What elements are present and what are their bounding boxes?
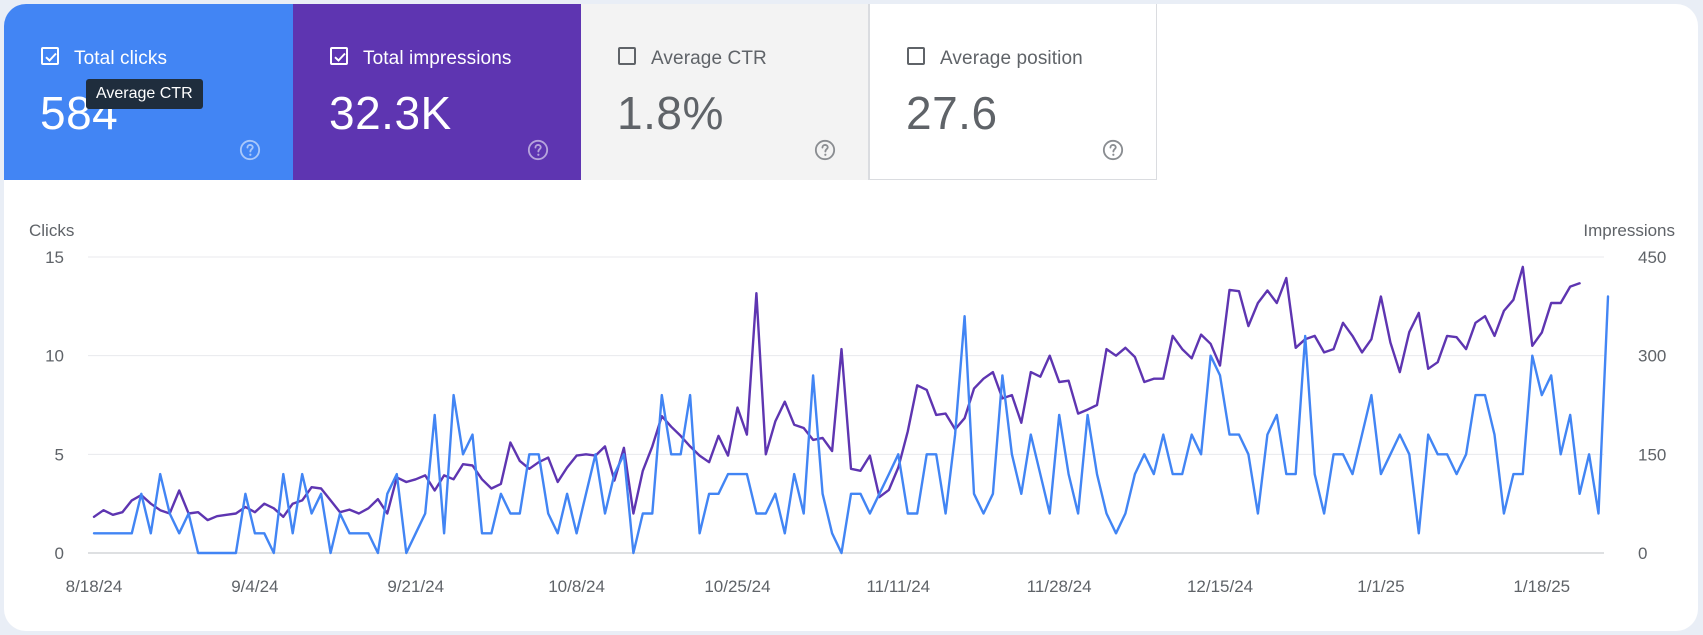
total-impressions-value: 32.3K — [329, 87, 452, 139]
total-impressions-label: Total impressions — [363, 48, 512, 69]
help-icon[interactable] — [239, 139, 261, 161]
chart-series — [92, 265, 1610, 555]
check-icon — [45, 52, 57, 62]
impressions-series-line — [92, 265, 1581, 522]
average-ctr-label: Average CTR — [651, 48, 767, 69]
y-left-tick-label: 15 — [45, 248, 64, 267]
y-axis-left-title: Clicks — [29, 221, 74, 240]
x-tick-label: 9/4/24 — [231, 577, 278, 596]
average-ctr-card[interactable]: Average CTR 1.8% — [581, 4, 869, 180]
average-position-card[interactable]: Average position 27.6 — [869, 4, 1157, 180]
clicks-series-line — [92, 295, 1610, 555]
y-left-tick-label: 5 — [55, 445, 64, 464]
y-right-tick-label: 300 — [1638, 347, 1666, 366]
y-right-tick-label: 450 — [1638, 248, 1666, 267]
average-position-label: Average position — [940, 48, 1083, 69]
x-tick-label: 10/8/24 — [548, 577, 605, 596]
x-tick-label: 11/28/24 — [1027, 577, 1092, 596]
y-axis-right-ticks: 450 300 150 0 — [1638, 248, 1666, 563]
y-left-tick-label: 10 — [45, 347, 64, 366]
help-icon[interactable] — [1102, 139, 1124, 161]
average-position-value: 27.6 — [906, 87, 998, 139]
help-icon[interactable] — [814, 139, 836, 161]
y-right-tick-label: 150 — [1638, 445, 1666, 464]
check-icon — [334, 52, 346, 62]
tooltip: Average CTR — [86, 79, 203, 109]
performance-panel: Total clicks 584 Average CTR Total impre… — [4, 4, 1698, 631]
average-ctr-value: 1.8% — [617, 87, 724, 139]
average-position-checkbox[interactable] — [907, 47, 925, 65]
x-tick-label: 10/25/24 — [704, 577, 770, 596]
total-clicks-card[interactable]: Total clicks 584 Average CTR — [4, 4, 293, 180]
y-left-tick-label: 0 — [55, 544, 64, 563]
y-axis-right-title: Impressions — [1583, 221, 1675, 240]
help-icon[interactable] — [527, 139, 549, 161]
y-axis-left-ticks: 15 10 5 0 — [45, 248, 64, 563]
average-ctr-checkbox[interactable] — [618, 47, 636, 65]
x-tick-label: 12/15/24 — [1187, 577, 1253, 596]
metric-cards: Total clicks 584 Average CTR Total impre… — [4, 4, 1157, 180]
chart-grid — [88, 256, 1604, 554]
x-axis-ticks: 8/18/24 9/4/24 9/21/24 10/8/24 10/25/24 11/11… — [66, 577, 1570, 596]
x-tick-label: 1/18/25 — [1513, 577, 1570, 596]
x-tick-label: 9/21/24 — [387, 577, 444, 596]
performance-chart: Clicks Impressions 15 10 5 0 450 300 150 0 8/1… — [29, 221, 1675, 596]
y-right-tick-label: 0 — [1638, 544, 1647, 563]
total-clicks-checkbox[interactable] — [41, 47, 59, 65]
total-impressions-card[interactable]: Total impressions 32.3K — [293, 4, 581, 180]
total-impressions-checkbox[interactable] — [330, 47, 348, 65]
x-tick-label: 1/1/25 — [1357, 577, 1404, 596]
total-clicks-label: Total clicks — [74, 48, 168, 69]
x-tick-label: 8/18/24 — [66, 577, 123, 596]
x-tick-label: 11/11/24 — [866, 577, 930, 596]
